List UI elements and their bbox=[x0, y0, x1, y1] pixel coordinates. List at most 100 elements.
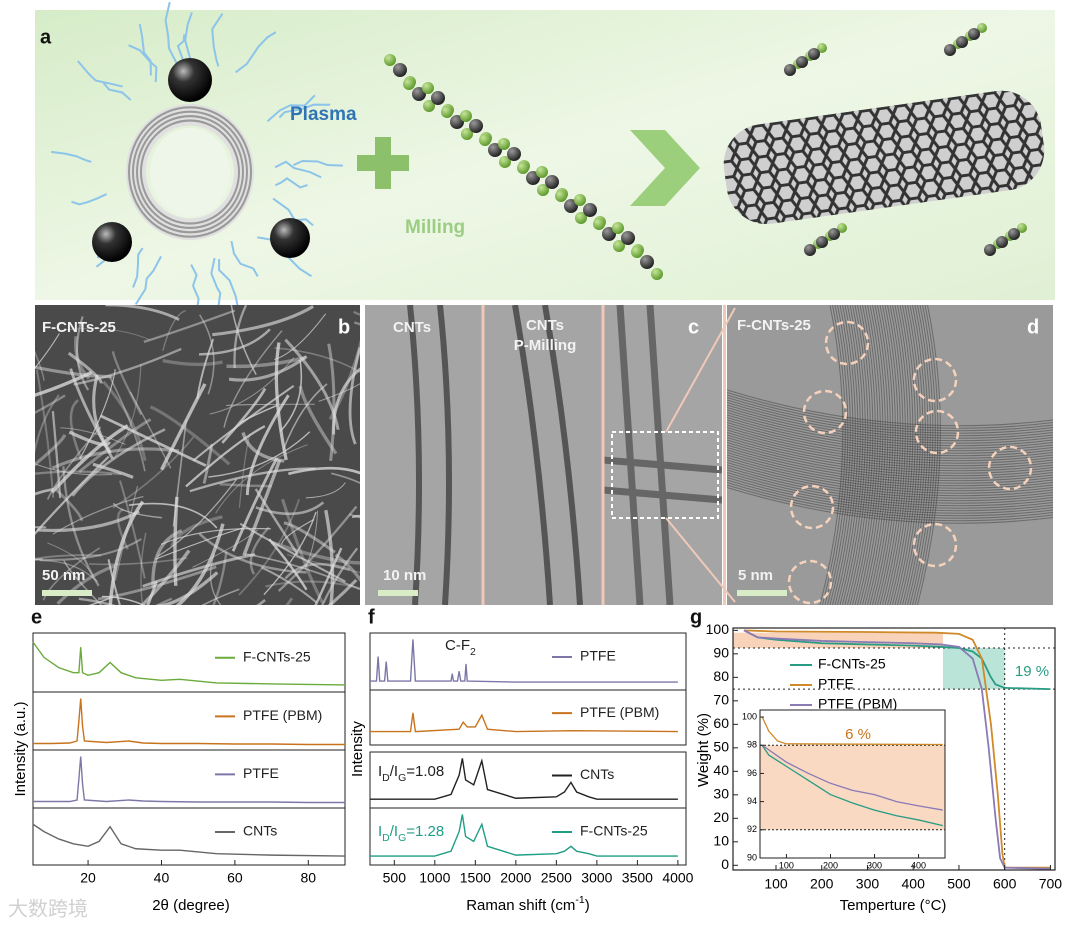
lattice-fringe bbox=[727, 462, 1053, 499]
annotation: 19 % bbox=[1015, 663, 1049, 680]
sample-label: P-Milling bbox=[514, 337, 577, 354]
f-atom bbox=[517, 162, 529, 174]
nanotube-strand bbox=[35, 455, 110, 536]
nanotube-strand bbox=[254, 488, 299, 556]
nanotube-strand bbox=[35, 394, 60, 454]
zoom-box bbox=[611, 431, 719, 519]
f-atom bbox=[651, 268, 663, 280]
nanotube-strand bbox=[162, 358, 223, 367]
nanotube-strand bbox=[255, 501, 325, 516]
lattice-fringe bbox=[879, 305, 904, 605]
plasma-spark bbox=[134, 255, 162, 305]
inset-line bbox=[761, 744, 943, 811]
lattice-fringe bbox=[727, 459, 1053, 497]
legend-label: PTFE (PBM) bbox=[243, 707, 322, 723]
spectrum-line bbox=[370, 758, 678, 800]
f-atom bbox=[575, 212, 587, 224]
plasma-spark bbox=[190, 264, 200, 313]
c-atom bbox=[450, 115, 464, 129]
c-atom bbox=[796, 56, 808, 68]
spectrum-line bbox=[33, 698, 345, 746]
nanotube-strand bbox=[277, 505, 358, 592]
zoom-line bbox=[665, 517, 736, 603]
nanotube-strand bbox=[42, 547, 101, 601]
defect-marker bbox=[802, 389, 848, 435]
label-part: 2 bbox=[470, 646, 476, 658]
label-part: Raman shift (cm bbox=[466, 897, 575, 914]
nanotube-strand bbox=[151, 529, 183, 588]
plasma-spark bbox=[71, 193, 108, 206]
nanotube-strand bbox=[47, 542, 94, 576]
spectrum-frame bbox=[369, 689, 687, 746]
legend-label: F-CNTs-25 bbox=[818, 656, 886, 672]
nanotube-strand bbox=[239, 522, 346, 583]
nanotube-strand bbox=[249, 526, 270, 575]
y-tick-label: 94 bbox=[747, 796, 757, 806]
label-part: /I bbox=[390, 823, 398, 840]
defect-marker bbox=[987, 445, 1033, 491]
f-atom bbox=[384, 54, 396, 66]
plasma-spark bbox=[51, 150, 92, 163]
panel-label: f bbox=[368, 606, 375, 628]
panel-label: g bbox=[690, 606, 702, 628]
annotation: 6 % bbox=[845, 726, 871, 743]
plasma-spark bbox=[278, 103, 331, 119]
lattice-fringe bbox=[904, 305, 929, 605]
sample-label: CNTs bbox=[526, 317, 564, 334]
nanotube-strand bbox=[68, 430, 111, 447]
nanotube-strand bbox=[57, 327, 150, 341]
f-atom bbox=[555, 190, 567, 202]
lattice-fringe bbox=[727, 479, 1053, 517]
inset-frame bbox=[759, 709, 946, 859]
x-tick-label: 300 bbox=[856, 876, 880, 892]
nanotube-strand bbox=[60, 427, 126, 445]
nanotube-strand bbox=[270, 540, 360, 565]
nanotube-strand bbox=[35, 369, 55, 498]
sample-label: CNTs bbox=[393, 319, 431, 336]
lattice-fringe bbox=[877, 305, 901, 605]
panel-label: d bbox=[1027, 316, 1039, 338]
f-atom bbox=[837, 223, 847, 233]
y-tick-label: 40 bbox=[713, 762, 729, 778]
nanotube-strand bbox=[35, 370, 93, 397]
y-tick-label: 98 bbox=[747, 740, 757, 750]
cnt-hole bbox=[150, 128, 230, 216]
rich-label: ID/IG=1.28 bbox=[378, 823, 444, 844]
nanotube-strand bbox=[112, 502, 162, 519]
y-tick-label: 20 bbox=[713, 809, 729, 825]
nanotube-strand bbox=[69, 368, 114, 460]
nanotube-strand bbox=[261, 566, 317, 604]
c-atom bbox=[808, 48, 820, 60]
tube-wall bbox=[407, 305, 422, 605]
nanotube-strand bbox=[231, 457, 279, 552]
c-atom bbox=[996, 236, 1008, 248]
f-atom bbox=[536, 166, 548, 178]
inset-line bbox=[761, 716, 943, 746]
lattice-fringe bbox=[727, 464, 1053, 502]
f-atom bbox=[423, 100, 435, 112]
arrow bbox=[630, 130, 700, 206]
nanotube-strand bbox=[288, 466, 360, 476]
lattice-fringe bbox=[727, 469, 1053, 507]
nanotube-strand bbox=[75, 316, 90, 391]
nanotube-strand bbox=[185, 425, 266, 488]
lattice-fringe bbox=[849, 305, 874, 605]
nanotube-strand bbox=[155, 597, 173, 605]
nanotube-strand bbox=[305, 482, 346, 499]
x-tick-label: 40 bbox=[154, 870, 170, 886]
defect-marker bbox=[787, 559, 833, 605]
y-tick-label: 60 bbox=[713, 715, 729, 731]
nanotube-strand bbox=[99, 414, 207, 467]
defect-marker bbox=[914, 409, 960, 455]
sample-label: F-CNTs-25 bbox=[42, 319, 116, 336]
x-tick-label: 400 bbox=[902, 876, 926, 892]
y-tick-label: 96 bbox=[747, 768, 757, 778]
cnt-ring bbox=[142, 121, 238, 223]
nanotube-strand bbox=[192, 529, 258, 568]
x-tick-label: 20 bbox=[80, 870, 96, 886]
milling-label: Milling bbox=[405, 217, 465, 238]
c-atom bbox=[545, 175, 559, 189]
legend-label: F-CNTs-25 bbox=[243, 648, 311, 664]
c-atom bbox=[469, 119, 483, 133]
nanotube-strand bbox=[35, 470, 122, 476]
